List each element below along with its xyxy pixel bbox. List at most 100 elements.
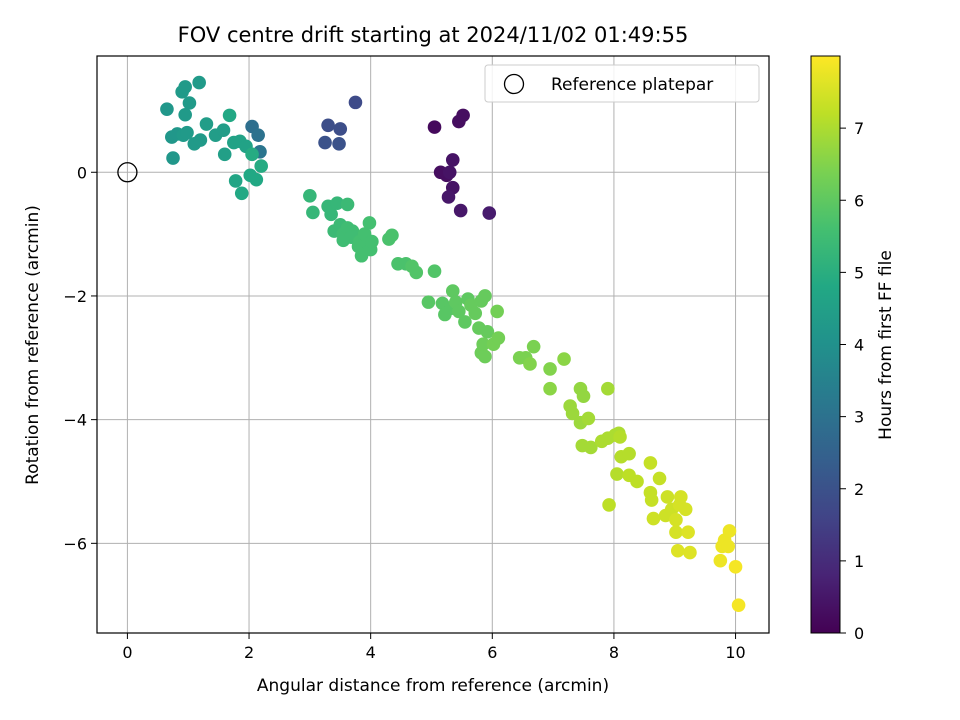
data-point xyxy=(182,96,197,110)
y-tick-label: −6 xyxy=(63,534,87,553)
data-point xyxy=(441,190,456,204)
data-point xyxy=(348,95,363,110)
data-point xyxy=(458,315,472,329)
colorbar-tick-label: 3 xyxy=(854,408,864,427)
colorbar-ticks: 0 1 2 3 4 5 6 7 xyxy=(840,119,864,643)
data-point xyxy=(324,207,338,222)
data-point xyxy=(660,490,675,504)
data-point xyxy=(385,228,399,243)
data-point xyxy=(602,498,616,512)
legend-entry-label: Reference platepar xyxy=(551,75,713,95)
data-point xyxy=(445,284,460,298)
data-point xyxy=(306,205,320,220)
data-point xyxy=(646,511,661,526)
legend-box xyxy=(484,64,760,103)
data-point xyxy=(731,598,746,612)
data-point xyxy=(526,339,541,354)
x-tick-label: 0 xyxy=(122,643,132,662)
data-point xyxy=(713,553,728,568)
data-point xyxy=(613,430,627,444)
data-point xyxy=(728,560,743,574)
data-point xyxy=(193,133,208,147)
data-point xyxy=(584,440,598,455)
data-point xyxy=(330,196,345,210)
colorbar-gradient xyxy=(810,55,841,634)
data-point xyxy=(453,203,468,218)
data-point xyxy=(468,306,483,321)
data-point xyxy=(442,165,457,180)
data-point xyxy=(630,474,644,489)
data-point xyxy=(652,471,667,486)
data-point xyxy=(332,137,346,151)
data-point xyxy=(445,153,460,167)
data-point xyxy=(318,135,332,150)
chart-title: FOV centre drift starting at 2024/11/02 … xyxy=(178,23,689,47)
y-tick-label: −4 xyxy=(63,411,87,430)
data-point xyxy=(228,174,243,188)
data-point xyxy=(254,159,268,173)
x-axis-ticks: 0 2 4 6 8 10 xyxy=(122,633,746,662)
legend-marker-icon xyxy=(503,73,525,95)
data-point xyxy=(166,151,180,165)
x-tick-label: 2 xyxy=(244,643,254,662)
data-point xyxy=(480,325,495,339)
colorbar-tick-label: 7 xyxy=(854,119,864,138)
y-axis-ticks: −6 −4 −2 0 xyxy=(63,163,97,553)
data-point xyxy=(683,545,697,560)
data-point xyxy=(482,206,497,220)
data-point xyxy=(180,125,194,140)
data-points xyxy=(160,75,746,612)
colorbar: 0 1 2 3 4 5 6 7 Hours from first FF file xyxy=(810,55,896,643)
data-point xyxy=(427,264,442,279)
plot-frame xyxy=(96,55,770,634)
data-point xyxy=(622,446,636,461)
colorbar-tick-label: 6 xyxy=(854,191,864,210)
data-point xyxy=(478,349,492,364)
data-point xyxy=(217,147,232,162)
data-point xyxy=(409,265,424,280)
data-point xyxy=(234,186,249,201)
colorbar-label: Hours from first FF file xyxy=(876,250,896,440)
data-point xyxy=(340,197,355,212)
data-point xyxy=(610,467,624,481)
data-point xyxy=(543,362,557,376)
data-point xyxy=(601,381,615,396)
y-tick-label: 0 xyxy=(77,163,87,182)
data-point xyxy=(581,411,596,426)
data-point xyxy=(421,295,436,309)
data-point xyxy=(178,80,192,94)
reference-marker xyxy=(117,162,138,183)
data-point xyxy=(216,123,231,138)
data-point xyxy=(565,406,580,421)
data-point xyxy=(678,502,693,517)
x-tick-label: 6 xyxy=(487,643,497,662)
data-point xyxy=(222,108,237,123)
data-point xyxy=(192,75,206,90)
data-point xyxy=(669,525,683,539)
data-point xyxy=(670,543,685,558)
data-point xyxy=(321,118,335,133)
data-point xyxy=(251,128,265,142)
data-point xyxy=(491,331,506,345)
data-point xyxy=(452,304,466,319)
colorbar-tick-label: 0 xyxy=(854,624,864,643)
data-point xyxy=(478,289,492,303)
x-axis-label: Angular distance from reference (arcmin) xyxy=(257,676,609,696)
data-point xyxy=(557,352,571,366)
colorbar-tick-label: 1 xyxy=(854,552,864,571)
data-point xyxy=(490,304,504,319)
data-point xyxy=(644,493,659,507)
data-point xyxy=(674,490,688,504)
legend: Reference platepar xyxy=(484,64,760,103)
data-point xyxy=(249,172,264,187)
data-point xyxy=(669,513,683,527)
data-point xyxy=(523,357,537,371)
data-point xyxy=(543,381,557,396)
data-point xyxy=(427,120,442,134)
data-point xyxy=(721,539,736,554)
data-point xyxy=(681,525,695,539)
colorbar-tick-label: 4 xyxy=(854,336,864,355)
x-tick-label: 8 xyxy=(609,643,619,662)
data-point xyxy=(365,234,379,249)
